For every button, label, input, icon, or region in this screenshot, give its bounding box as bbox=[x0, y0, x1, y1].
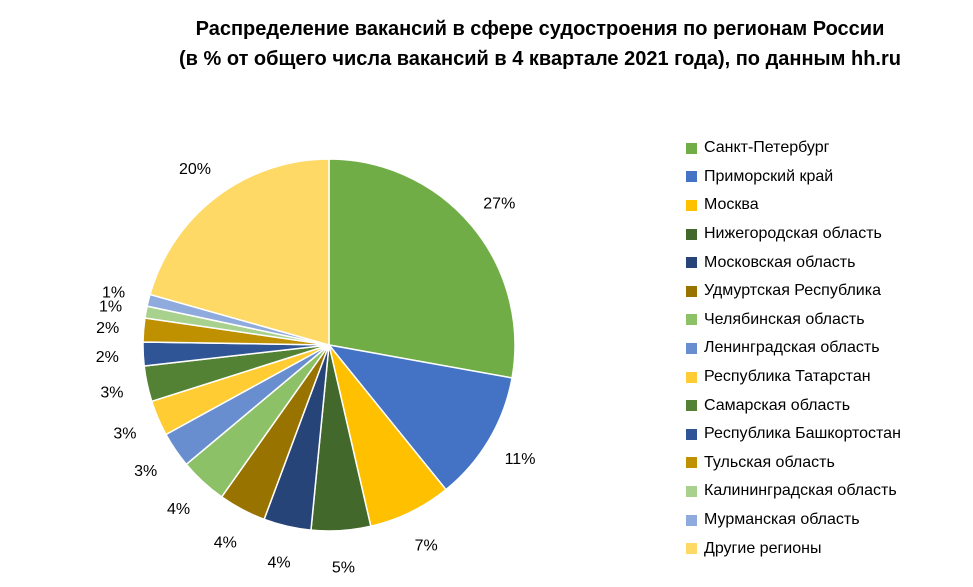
legend-swatch bbox=[686, 485, 697, 497]
legend-swatch bbox=[686, 171, 697, 183]
legend-swatch bbox=[686, 400, 697, 412]
legend-item: Тульская область bbox=[686, 449, 973, 478]
chart-title: Распределение вакансий в сфере судострое… bbox=[0, 14, 973, 74]
legend-item: Нижегородская область bbox=[686, 220, 973, 249]
legend-label: Удмуртская Республика bbox=[704, 282, 881, 300]
legend-item: Самарская область bbox=[686, 391, 973, 420]
legend-swatch bbox=[686, 342, 697, 354]
pie-slice bbox=[327, 343, 513, 491]
legend-label: Тульская область bbox=[704, 453, 835, 471]
legend-label: Челябинская область bbox=[704, 310, 865, 328]
legend-label: Самарская область bbox=[704, 396, 851, 414]
legend-label: Другие регионы bbox=[704, 539, 822, 557]
legend-swatch bbox=[686, 543, 697, 555]
legend-label: Москва bbox=[704, 196, 759, 214]
legend-item: Калининградская область bbox=[686, 477, 973, 506]
legend-label: Ленинградская область bbox=[704, 339, 880, 357]
slice-data-label: 3% bbox=[134, 463, 157, 480]
slice-data-label: 3% bbox=[100, 384, 123, 401]
chart-title-line1: Распределение вакансий в сфере судострое… bbox=[195, 18, 885, 40]
legend-swatch bbox=[686, 285, 697, 297]
chart-legend: Санкт-Петербург Приморский край Москва Ниже… bbox=[686, 134, 973, 563]
slice-data-label: 3% bbox=[113, 425, 136, 442]
chart-title-line2: (в % от общего числа вакансий в 4 кварта… bbox=[179, 48, 901, 70]
legend-item: Санкт-Петербург bbox=[686, 134, 973, 163]
legend-swatch bbox=[686, 514, 697, 526]
legend-item: Ленинградская область bbox=[686, 334, 973, 363]
legend-item: Москва bbox=[686, 191, 973, 220]
legend-item: Республика Башкортостан bbox=[686, 420, 973, 449]
slice-data-label: 2% bbox=[96, 349, 119, 366]
legend-item: Приморский край bbox=[686, 163, 973, 192]
legend-item: Республика Татарстан bbox=[686, 363, 973, 392]
slice-data-label: 1% bbox=[99, 299, 122, 316]
legend-item: Удмуртская Республика bbox=[686, 277, 973, 306]
legend-swatch bbox=[686, 428, 697, 440]
slice-data-label: 4% bbox=[167, 501, 190, 518]
legend-swatch bbox=[686, 142, 697, 154]
legend-swatch bbox=[686, 199, 697, 211]
slice-data-label: 4% bbox=[268, 554, 291, 571]
pie-slice bbox=[328, 158, 516, 379]
legend-item: Мурманская область bbox=[686, 506, 973, 535]
pie-slice bbox=[149, 158, 330, 346]
legend-swatch bbox=[686, 457, 697, 469]
slice-data-label: 7% bbox=[415, 538, 438, 555]
slice-data-label: 20% bbox=[179, 161, 211, 178]
legend-label: Московская область bbox=[704, 253, 856, 271]
slice-data-label: 2% bbox=[96, 320, 119, 337]
legend-label: Нижегородская область bbox=[704, 225, 882, 243]
slice-data-label: 5% bbox=[332, 560, 355, 577]
legend-swatch bbox=[686, 371, 697, 383]
legend-swatch bbox=[686, 228, 697, 240]
slice-data-label: 4% bbox=[214, 534, 237, 551]
legend-item: Другие регионы bbox=[686, 534, 973, 563]
legend-label: Санкт-Петербург bbox=[704, 139, 830, 157]
legend-label: Калининградская область bbox=[704, 482, 897, 500]
slice-data-label: 11% bbox=[505, 451, 536, 468]
legend-item: Челябинская область bbox=[686, 306, 973, 335]
legend-label: Республика Башкортостан bbox=[704, 425, 901, 443]
legend-label: Мурманская область bbox=[704, 511, 860, 529]
slice-data-label: 27% bbox=[483, 196, 515, 213]
legend-swatch bbox=[686, 314, 697, 326]
slice-data-label: 1% bbox=[102, 285, 125, 302]
legend-swatch bbox=[686, 257, 697, 269]
legend-label: Приморский край bbox=[704, 167, 834, 185]
legend-label: Республика Татарстан bbox=[704, 368, 871, 386]
legend-item: Московская область bbox=[686, 248, 973, 277]
